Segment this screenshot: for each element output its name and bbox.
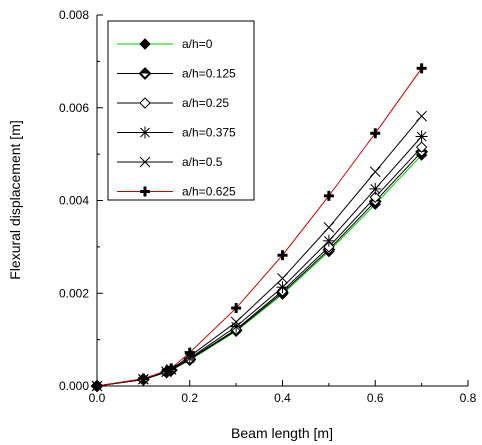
y-tick-label: 0.002	[59, 286, 89, 300]
series-3-point	[369, 182, 382, 195]
x-tick-label: 0.0	[89, 391, 106, 405]
series-2-point	[415, 141, 428, 153]
series-2-point	[369, 191, 381, 203]
y-axis-title: Flexural displacement [m]	[7, 120, 23, 280]
series-5-point	[138, 373, 149, 384]
series-5-point	[92, 381, 102, 391]
legend-label-4: a/h=0.5	[182, 155, 223, 169]
legend-marker-1	[138, 67, 152, 80]
series-4-point	[230, 316, 242, 328]
axis-ticks: 0.0 0.2 0.4 0.6 0.8 0.000 0.002 0.004 0.006 0.008	[59, 8, 477, 405]
series-3-point	[322, 234, 335, 247]
series-4-point	[369, 166, 381, 178]
series-5-point	[277, 250, 288, 261]
series-2-point	[323, 241, 335, 253]
legend-label-3: a/h=0.375	[182, 126, 236, 140]
x-tick-label: 0.6	[367, 391, 384, 405]
legend-box	[107, 20, 255, 201]
series-4-point	[416, 110, 427, 122]
series-5-point	[231, 303, 242, 314]
legend-marker-0	[139, 38, 151, 50]
legend-label-0: a/h=0	[182, 37, 213, 51]
y-tick-label: 0.008	[59, 8, 89, 22]
y-tick-label: 0.006	[59, 101, 89, 115]
series-5-point	[370, 128, 381, 139]
legend-label-2: a/h=0.25	[182, 96, 229, 110]
legend-label-5: a/h=0.625	[182, 185, 236, 199]
series-layer	[90, 63, 429, 393]
series-5-point	[416, 63, 427, 74]
series-3-point	[415, 130, 428, 143]
x-tick-label: 0.2	[181, 391, 198, 405]
y-tick-label: 0.004	[59, 194, 89, 208]
legend-label-1: a/h=0.125	[182, 67, 236, 81]
series-3-point	[276, 281, 289, 294]
legend-marker-4	[139, 156, 151, 168]
series-5-point	[184, 347, 195, 358]
series-line-4	[96, 115, 423, 387]
legend-marker-2	[139, 97, 151, 109]
legend: a/h=0 a/h=0.125 a/h=0.25 a/h=0.375 a/h=0.5 a/…	[107, 20, 255, 201]
x-tick-label: 0.4	[274, 391, 291, 405]
legend-marker-5	[140, 186, 150, 197]
series-line-5	[96, 68, 423, 387]
series-5-point	[323, 190, 334, 201]
series-4-point	[323, 222, 335, 233]
legend-marker-3	[139, 126, 151, 139]
y-tick-label: 0.000	[59, 379, 89, 393]
x-tick-label: 0.8	[460, 391, 477, 405]
x-axis-title: Beam length [m]	[231, 425, 333, 441]
series-5-point	[166, 363, 177, 374]
series-4-point	[277, 273, 288, 284]
